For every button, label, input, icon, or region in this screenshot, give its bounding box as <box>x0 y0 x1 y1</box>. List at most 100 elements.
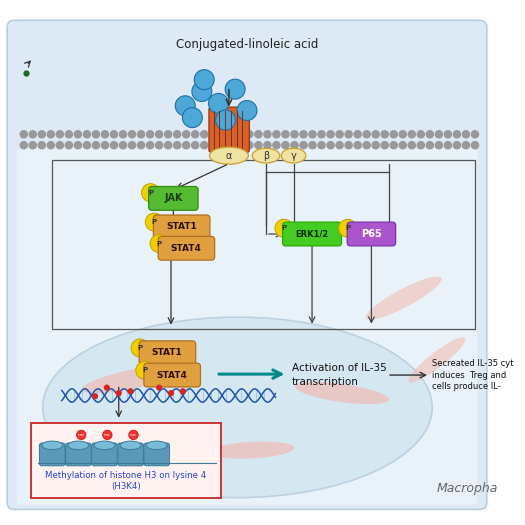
FancyBboxPatch shape <box>149 186 198 210</box>
Circle shape <box>336 142 343 149</box>
Circle shape <box>102 430 112 439</box>
Circle shape <box>120 142 127 149</box>
FancyBboxPatch shape <box>118 443 143 466</box>
FancyBboxPatch shape <box>209 107 249 152</box>
Circle shape <box>182 108 202 128</box>
Circle shape <box>228 142 235 149</box>
Circle shape <box>138 142 144 149</box>
Text: P: P <box>345 225 350 232</box>
Text: STAT4: STAT4 <box>156 371 187 380</box>
Circle shape <box>120 131 127 138</box>
Circle shape <box>164 131 172 138</box>
Circle shape <box>444 131 452 138</box>
FancyBboxPatch shape <box>66 443 91 466</box>
Circle shape <box>38 131 45 138</box>
Circle shape <box>56 131 64 138</box>
Circle shape <box>237 131 244 138</box>
Circle shape <box>75 131 81 138</box>
Circle shape <box>273 131 280 138</box>
Circle shape <box>225 79 245 99</box>
Circle shape <box>327 131 334 138</box>
Circle shape <box>463 142 469 149</box>
Text: Secreated IL-35 cyt
induces  Treg and
cells produce IL-: Secreated IL-35 cyt induces Treg and cel… <box>432 360 514 391</box>
Text: JAK: JAK <box>164 193 183 203</box>
Circle shape <box>291 131 298 138</box>
FancyBboxPatch shape <box>347 222 396 246</box>
Text: α: α <box>226 151 232 161</box>
Ellipse shape <box>209 442 295 459</box>
Ellipse shape <box>146 441 167 449</box>
Circle shape <box>65 142 72 149</box>
Circle shape <box>318 142 325 149</box>
Circle shape <box>463 131 469 138</box>
Circle shape <box>417 131 424 138</box>
Circle shape <box>129 142 135 149</box>
Circle shape <box>246 142 253 149</box>
Circle shape <box>454 131 460 138</box>
Text: Methylation of histone H3 on lysine 4
(H3K4): Methylation of histone H3 on lysine 4 (H… <box>45 471 206 491</box>
Circle shape <box>183 131 190 138</box>
Circle shape <box>194 70 214 90</box>
Circle shape <box>183 142 190 149</box>
Text: P65: P65 <box>361 229 382 239</box>
Ellipse shape <box>408 337 466 383</box>
Circle shape <box>216 110 236 130</box>
Circle shape <box>309 142 316 149</box>
Circle shape <box>192 81 212 101</box>
Circle shape <box>129 430 138 439</box>
Text: STAT1: STAT1 <box>166 223 197 232</box>
Circle shape <box>146 131 154 138</box>
Circle shape <box>180 388 186 394</box>
Circle shape <box>201 142 208 149</box>
Circle shape <box>110 142 118 149</box>
Circle shape <box>92 131 100 138</box>
Ellipse shape <box>43 317 432 498</box>
Circle shape <box>309 131 316 138</box>
Text: ERK1/2: ERK1/2 <box>296 229 329 238</box>
Circle shape <box>363 131 370 138</box>
Text: P: P <box>142 368 148 373</box>
Text: STAT1: STAT1 <box>152 348 183 357</box>
Circle shape <box>426 142 434 149</box>
Text: β: β <box>263 151 269 161</box>
Circle shape <box>209 131 217 138</box>
Circle shape <box>136 361 154 380</box>
Circle shape <box>201 131 208 138</box>
Circle shape <box>435 131 443 138</box>
Circle shape <box>101 131 109 138</box>
Text: P: P <box>281 225 287 232</box>
Circle shape <box>300 142 307 149</box>
Circle shape <box>29 142 36 149</box>
Circle shape <box>282 131 289 138</box>
Circle shape <box>327 142 334 149</box>
Circle shape <box>92 142 100 149</box>
Circle shape <box>318 131 325 138</box>
Circle shape <box>264 142 271 149</box>
Circle shape <box>92 393 98 400</box>
Circle shape <box>372 142 379 149</box>
Circle shape <box>219 131 226 138</box>
Circle shape <box>83 142 90 149</box>
Circle shape <box>83 131 90 138</box>
Circle shape <box>174 142 181 149</box>
FancyBboxPatch shape <box>144 443 170 466</box>
Text: STAT4: STAT4 <box>171 244 202 253</box>
Circle shape <box>363 142 370 149</box>
Circle shape <box>77 430 86 439</box>
Circle shape <box>228 131 235 138</box>
Text: P: P <box>152 219 157 225</box>
Circle shape <box>417 142 424 149</box>
Circle shape <box>354 142 361 149</box>
Circle shape <box>408 131 415 138</box>
Circle shape <box>208 93 228 113</box>
Circle shape <box>255 131 262 138</box>
Text: γ: γ <box>291 151 297 161</box>
Ellipse shape <box>366 277 442 320</box>
Ellipse shape <box>94 441 115 449</box>
Circle shape <box>209 142 217 149</box>
Circle shape <box>104 384 110 391</box>
Circle shape <box>264 131 271 138</box>
Circle shape <box>282 142 289 149</box>
Circle shape <box>291 142 298 149</box>
Circle shape <box>110 131 118 138</box>
